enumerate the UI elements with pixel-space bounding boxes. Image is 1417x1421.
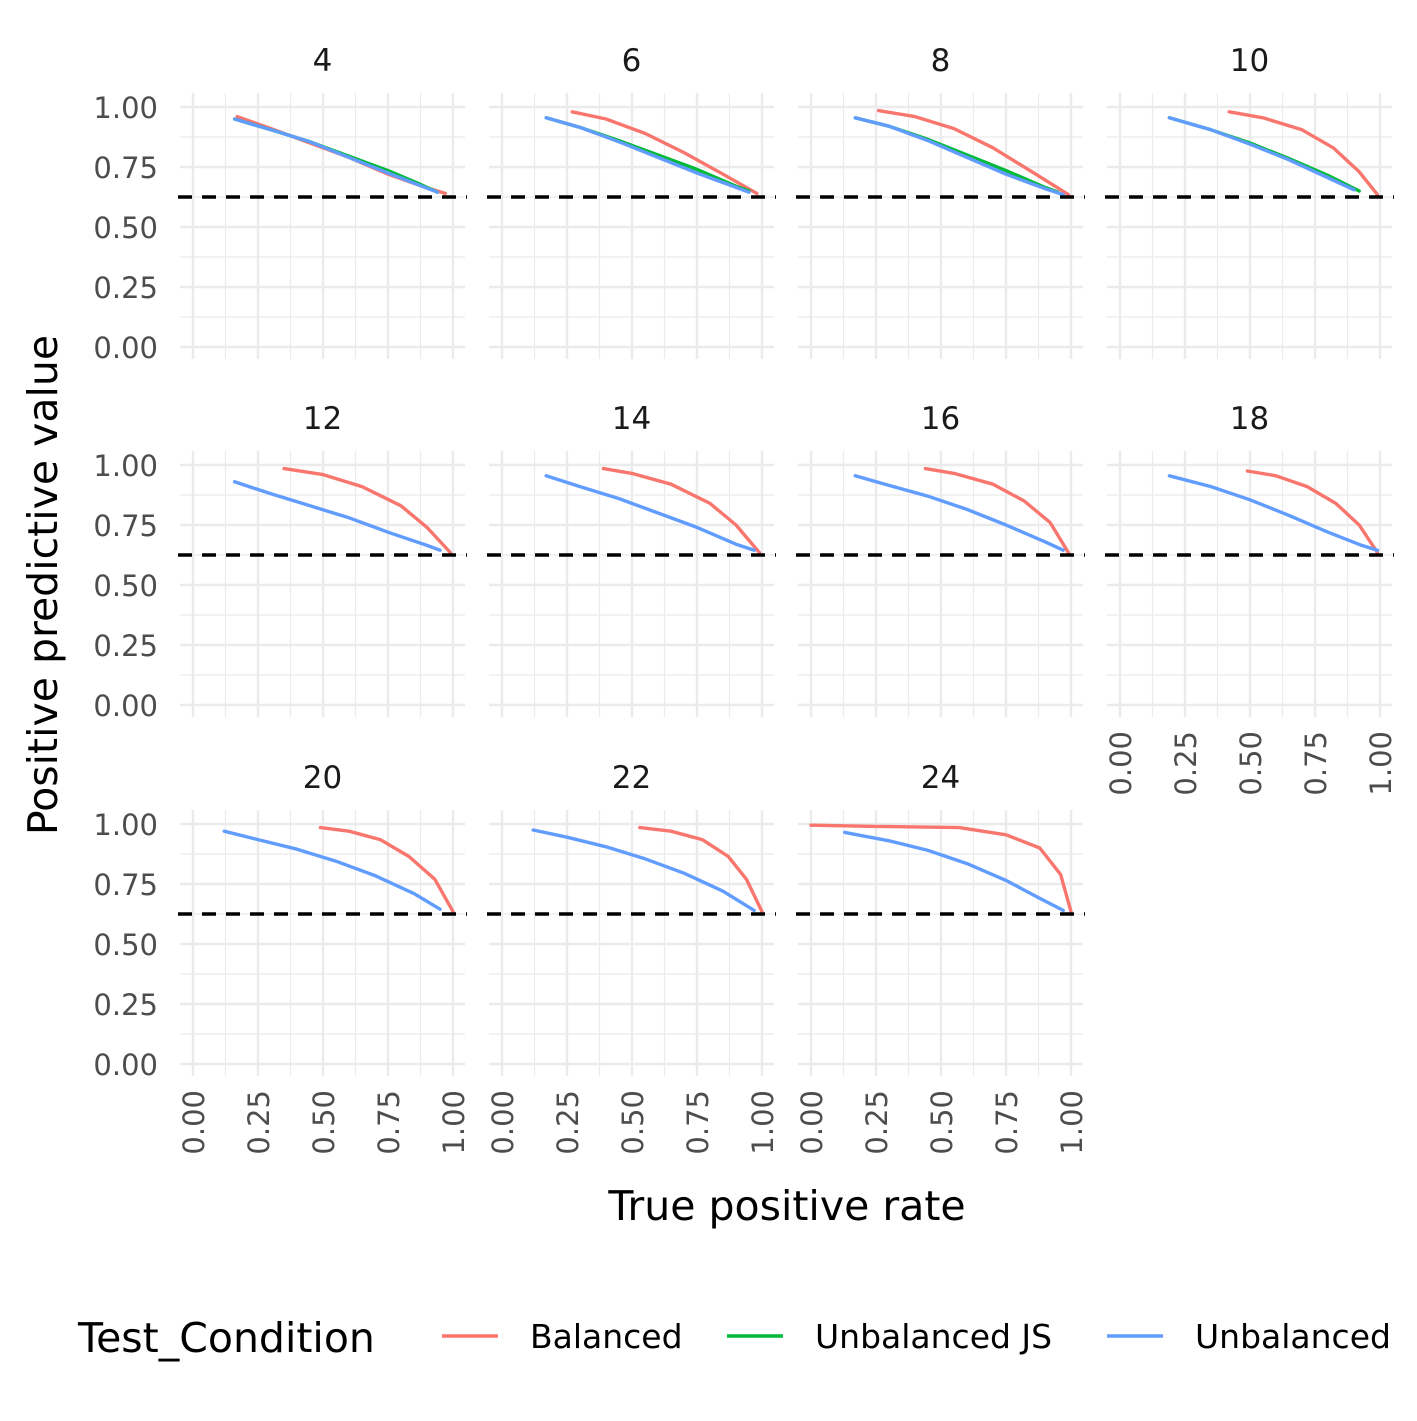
x-tick-label: 0.75 <box>1299 731 1333 796</box>
y-axis-title: Positive predictive value <box>19 335 67 835</box>
series-line-unbalanced <box>222 829 442 911</box>
facet-label: 4 <box>313 43 333 79</box>
series-line-balanced <box>876 108 1071 197</box>
series-line-balanced <box>318 825 455 914</box>
series-line-unbalanced <box>232 480 442 552</box>
facet-panel-24: 24 0.00 0.25 0.50 0.75 1.00 <box>795 760 1089 1155</box>
series-line-balanced <box>809 823 1073 914</box>
y-tick-label: 0.00 <box>93 331 158 365</box>
x-axis-title: True positive rate <box>607 1182 965 1230</box>
series-line-unbalanced <box>531 828 756 913</box>
y-tick-label: 0.25 <box>93 271 158 305</box>
facet-label: 10 <box>1230 43 1269 79</box>
series-line-unbalanced <box>544 116 751 194</box>
legend: Test_Condition Balanced Unbalanced JS Unbal… <box>77 1314 1391 1362</box>
facet-label: 14 <box>612 401 651 437</box>
y-tick-label: 0.50 <box>93 211 158 245</box>
x-tick-label: 1.00 <box>437 1090 471 1155</box>
y-tick-label: 0.00 <box>93 1048 158 1082</box>
series-line-balanced <box>1227 110 1380 197</box>
facet-label: 24 <box>921 760 960 796</box>
facet-label: 22 <box>612 760 651 796</box>
x-tick-label: 0.00 <box>177 1090 211 1155</box>
facet-panel-12: 12 0.00 0.25 0.50 0.75 1.00 <box>93 401 467 723</box>
y-tick-label: 0.00 <box>93 689 158 723</box>
x-tick-label: 1.00 <box>746 1090 780 1155</box>
y-tick-label: 0.50 <box>93 569 158 603</box>
y-tick-label: 0.25 <box>93 988 158 1022</box>
legend-title: Test_Condition <box>77 1314 375 1362</box>
x-tick-label: 0.25 <box>242 1090 276 1155</box>
y-tick-label: 0.50 <box>93 928 158 962</box>
series-line-balanced <box>1245 469 1380 555</box>
series-line-unbalanced <box>544 474 756 552</box>
series-line-unbalanced <box>843 830 1065 913</box>
x-tick-label: 0.25 <box>1169 731 1203 796</box>
facet-panel-20: 20 0.00 0.25 0.50 0.75 1.00 0.00 0.25 0.50 0.75 1.… <box>93 760 471 1155</box>
x-tick-label: 0.75 <box>372 1090 406 1155</box>
series-line-unbalanced <box>853 116 1065 197</box>
x-tick-label: 0.75 <box>681 1090 715 1155</box>
x-tick-label: 0.75 <box>990 1090 1024 1155</box>
facet-panel-8: 8 <box>796 43 1085 359</box>
series-line-balanced <box>638 825 764 914</box>
legend-label: Balanced <box>530 1317 683 1356</box>
facet-label: 18 <box>1230 401 1269 437</box>
y-tick-label: 0.25 <box>93 629 158 663</box>
series-line-balanced <box>923 466 1071 555</box>
facet-label: 6 <box>622 43 642 79</box>
facet-panel-16: 16 <box>796 401 1085 717</box>
y-tick-label: 1.00 <box>93 91 158 125</box>
facet-panel-10: 10 <box>1105 43 1394 359</box>
x-tick-label: 1.00 <box>1364 731 1398 796</box>
series-line-balanced <box>570 110 759 196</box>
y-tick-label: 0.75 <box>93 868 158 902</box>
x-tick-label: 0.00 <box>1104 731 1138 796</box>
x-tick-label: 0.50 <box>307 1090 341 1155</box>
facet-label: 20 <box>303 760 342 796</box>
facet-panel-4: 4 0.00 0.25 0.50 0.75 1.00 <box>93 43 467 365</box>
facet-panel-22: 22 0.00 0.25 0.50 0.75 1.00 <box>486 760 780 1155</box>
legend-label: Unbalanced <box>1195 1317 1391 1356</box>
x-tick-label: 0.00 <box>795 1090 829 1155</box>
facet-label: 16 <box>921 401 960 437</box>
series-line-unbalanced <box>853 474 1065 552</box>
series-line-unbalanced <box>1167 116 1356 192</box>
x-tick-label: 0.25 <box>860 1090 894 1155</box>
series-line-balanced <box>282 466 453 555</box>
facet-panel-6: 6 <box>487 43 776 359</box>
x-tick-label: 0.25 <box>551 1090 585 1155</box>
x-tick-label: 0.50 <box>1234 731 1268 796</box>
x-tick-label: 0.50 <box>616 1090 650 1155</box>
series-line-unbalanced <box>232 117 440 194</box>
x-tick-label: 0.00 <box>486 1090 520 1155</box>
facet-label: 12 <box>303 401 342 437</box>
legend-label: Unbalanced JS <box>815 1317 1052 1356</box>
y-tick-label: 1.00 <box>93 808 158 842</box>
facet-panel-18: 18 0.00 0.25 0.50 0.75 1.00 <box>1104 401 1398 796</box>
facet-label: 8 <box>931 43 951 79</box>
series-line-unbalanced <box>1167 474 1380 552</box>
x-tick-label: 0.50 <box>925 1090 959 1155</box>
y-tick-label: 0.75 <box>93 151 158 185</box>
series-line-balanced <box>601 466 762 555</box>
y-tick-label: 1.00 <box>93 449 158 483</box>
y-tick-label: 0.75 <box>93 509 158 543</box>
x-tick-label: 1.00 <box>1055 1090 1089 1155</box>
facet-panel-14: 14 <box>487 401 776 717</box>
